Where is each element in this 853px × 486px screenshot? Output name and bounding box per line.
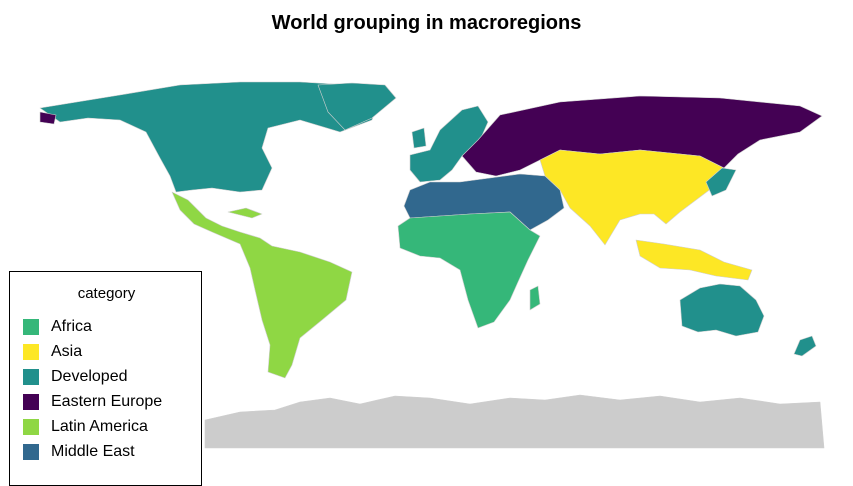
legend-swatch (23, 394, 39, 410)
legend-label: Asia (51, 343, 83, 360)
legend-swatch (23, 319, 39, 335)
legend-item-developed: Developed (23, 367, 128, 387)
region-new-zealand (793, 335, 817, 357)
region-japan (705, 167, 737, 197)
legend-item-latin-america: Latin America (23, 417, 148, 437)
legend-label: Latin America (51, 418, 148, 435)
map-legend: category Africa Asia Developed Eastern E… (9, 271, 202, 486)
region-caribbean (227, 207, 263, 219)
region-latin-america (171, 191, 353, 379)
region-antarctica (204, 394, 825, 449)
region-eastern-europe (461, 95, 823, 177)
legend-title: category (77, 285, 136, 302)
region-north-america (39, 81, 381, 193)
legend-item-asia: Asia (23, 342, 82, 362)
legend-swatch (23, 444, 39, 460)
region-asia (539, 149, 725, 246)
region-australia (679, 283, 765, 337)
region-greenland (317, 82, 397, 131)
legend-item-middle-east: Middle East (23, 442, 135, 462)
region-madagascar (529, 285, 541, 311)
legend-label: Middle East (51, 443, 135, 460)
map-title: World grouping in macroregions (271, 12, 582, 34)
region-southeast-asia (635, 239, 753, 281)
legend-item-eastern-europe: Eastern Europe (23, 392, 162, 412)
legend-swatch (23, 344, 39, 360)
legend-label: Eastern Europe (51, 393, 163, 410)
legend-label: Africa (51, 318, 92, 335)
region-chukotka (39, 111, 57, 125)
region-uk (411, 127, 427, 149)
region-africa (397, 211, 541, 329)
legend-item-africa: Africa (23, 317, 92, 337)
legend-swatch (23, 419, 39, 435)
legend-swatch (23, 369, 39, 385)
legend-label: Developed (51, 368, 128, 385)
